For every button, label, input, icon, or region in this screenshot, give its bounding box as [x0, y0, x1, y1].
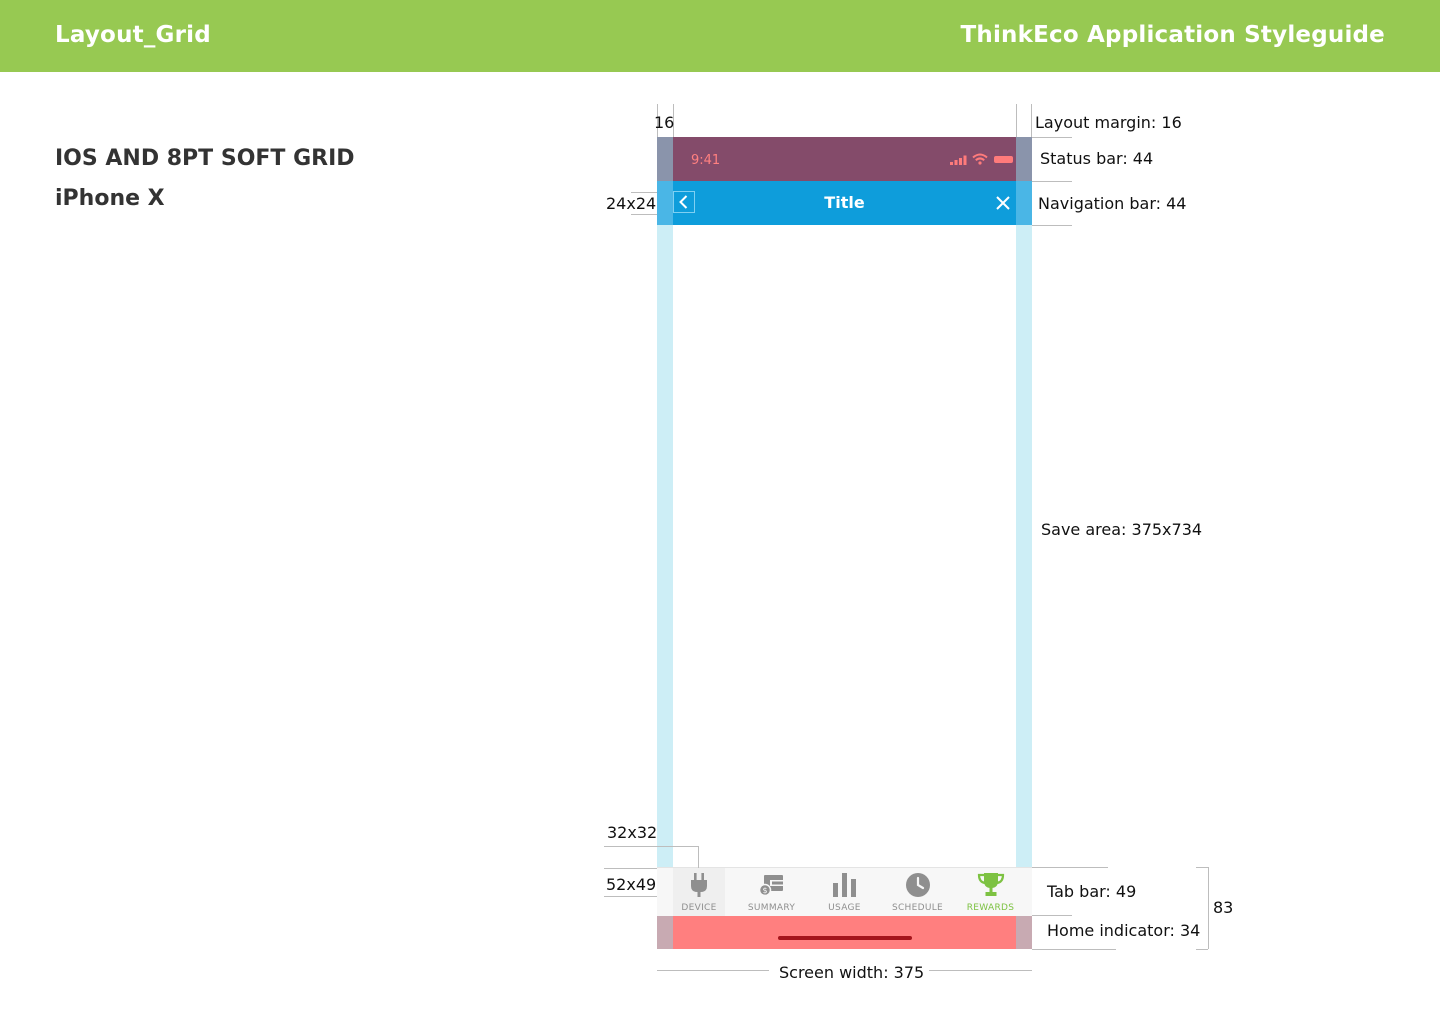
status-time: 9:41 [691, 153, 721, 168]
status-right-margin [1016, 137, 1032, 181]
guide-line [1031, 104, 1032, 137]
nav-left-margin [657, 181, 673, 225]
nav-right-margin [1016, 181, 1032, 225]
guide-line [1032, 867, 1108, 868]
guide-line [673, 104, 674, 137]
bottom-total-label: 83 [1213, 898, 1234, 917]
guide-line [657, 970, 769, 971]
save-area-label: Save area: 375x734 [1041, 520, 1203, 539]
guide-line [1208, 867, 1209, 949]
guide-line [631, 192, 657, 193]
clock-icon [906, 873, 930, 897]
status-left-margin [657, 137, 673, 181]
guide-line [1032, 137, 1072, 138]
guide-line [604, 896, 657, 897]
chevron-left-icon [679, 195, 688, 209]
tab-summary[interactable]: $ SUMMARY [735, 868, 808, 917]
close-icon[interactable] [995, 195, 1011, 211]
header-right-title: ThinkEco Application Styleguide [960, 22, 1385, 48]
status-bar: 9:41 [657, 137, 1032, 181]
trophy-icon [977, 873, 1005, 896]
guide-line [657, 104, 658, 137]
battery-icon [994, 156, 1013, 163]
guide-line [1032, 915, 1072, 916]
tab-label: SCHEDULE [891, 903, 944, 913]
guide-line [1032, 225, 1072, 226]
bar-chart-icon [833, 873, 856, 897]
back-button[interactable] [673, 191, 695, 213]
tab-bar-label: Tab bar: 49 [1047, 882, 1137, 901]
guide-line [1016, 104, 1017, 137]
navigation-bar-label: Navigation bar: 44 [1038, 194, 1187, 213]
guide-line [1196, 949, 1208, 950]
tab-rewards[interactable]: REWARDS [954, 868, 1027, 917]
home-indicator[interactable] [778, 936, 912, 940]
home-right-margin [1016, 916, 1032, 949]
icon-size-label: 24x24 [606, 194, 657, 213]
nav-title: Title [824, 193, 865, 212]
wifi-icon [972, 153, 988, 165]
status-bar-label: Status bar: 44 [1040, 149, 1154, 168]
home-left-margin [657, 916, 673, 949]
left-margin-guide [657, 225, 673, 867]
page-title: IOS AND 8PT SOFT GRID [55, 146, 355, 171]
guide-line [604, 868, 657, 869]
signal-icon [950, 155, 967, 165]
guide-line [698, 846, 699, 868]
right-margin-guide [1016, 225, 1032, 867]
device-name: iPhone X [55, 186, 165, 211]
guide-line [1032, 949, 1116, 950]
guide-line [604, 846, 699, 847]
screen-width-label: Screen width: 375 [779, 963, 925, 982]
tab-device[interactable]: DEVICE [673, 868, 725, 917]
tab-label: USAGE [828, 903, 861, 913]
margin-value-label: 16 [654, 113, 675, 132]
tab-icon-size-label: 32x32 [607, 823, 658, 842]
wallet-icon: $ [758, 875, 784, 896]
tab-label: REWARDS [966, 903, 1015, 913]
guide-line [631, 214, 657, 215]
guide-line [1196, 867, 1208, 868]
tab-usage[interactable]: USAGE [808, 868, 881, 917]
guide-line [1032, 181, 1072, 182]
navigation-bar: Title [657, 181, 1032, 225]
home-indicator-label: Home indicator: 34 [1047, 921, 1201, 940]
tab-label: SUMMARY [747, 903, 796, 913]
svg-text:$: $ [762, 886, 767, 895]
tab-item-size-label: 52x49 [606, 875, 657, 894]
guide-line [929, 970, 1032, 971]
home-indicator-area [657, 916, 1032, 949]
tab-schedule[interactable]: SCHEDULE [881, 868, 954, 917]
tab-bar: DEVICE $ SUMMARY USAGE SCHEDULE [657, 867, 1032, 917]
layout-margin-label: Layout margin: 16 [1035, 113, 1182, 132]
header-bar [0, 0, 1440, 72]
plug-icon [691, 873, 707, 897]
tab-label: DEVICE [681, 903, 717, 913]
header-left-title: Layout_Grid [55, 22, 211, 48]
